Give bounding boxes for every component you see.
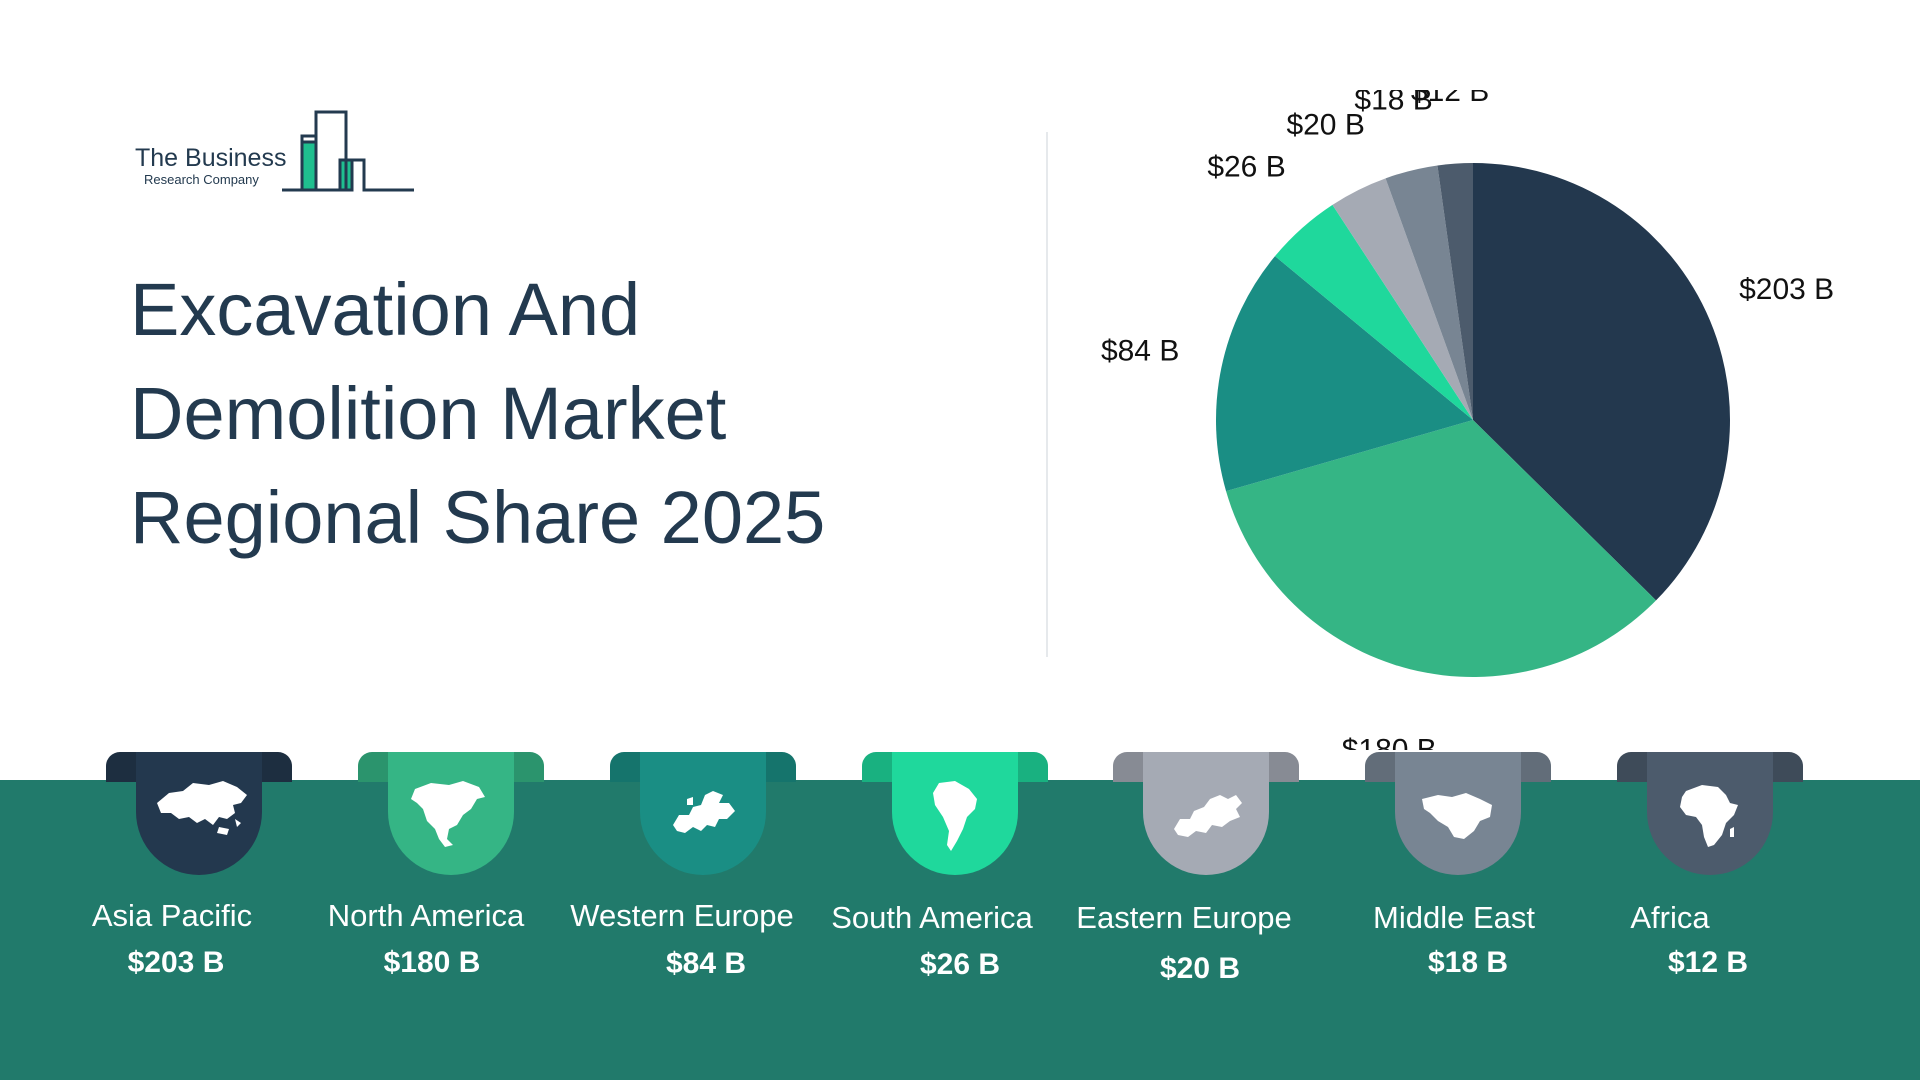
pie-label-middle-east: $18 B xyxy=(1354,90,1432,117)
page-title: Excavation And Demolition Market Regiona… xyxy=(130,258,930,570)
region-name-south-america: South America xyxy=(831,900,1033,935)
region-card-middle-east xyxy=(1365,752,1551,882)
pie-slice-africa xyxy=(1437,163,1473,420)
pie-label-south-america: $26 B xyxy=(1207,150,1285,183)
region-value-africa: $12 B xyxy=(1667,946,1749,979)
region-value-asia-pacific: $203 B xyxy=(127,946,225,979)
south-america-map-icon xyxy=(933,780,977,851)
region-shield xyxy=(892,752,1018,875)
pie-label-western-europe: $84 B xyxy=(1101,335,1179,368)
region-shield xyxy=(388,752,514,875)
region-card-western-europe xyxy=(610,752,796,882)
pie-slice-north-america xyxy=(1226,420,1657,677)
logo-name-line1: The Business xyxy=(135,144,287,172)
region-name-asia-pacific: Asia Pacific xyxy=(91,898,253,933)
title-line-3: Regional Share 2025 xyxy=(130,476,826,559)
pie-slice-western-europe xyxy=(1216,256,1473,492)
region-value-middle-east: $18 B xyxy=(1427,946,1509,979)
region-shield xyxy=(640,752,766,875)
title-line-2: Demolition Market xyxy=(130,372,727,455)
pie-slice-asia-pacific xyxy=(1473,163,1730,601)
pie-slice-south-america xyxy=(1275,204,1473,420)
region-value-north-america: $180 B xyxy=(383,946,481,979)
region-value-western-europe: $84 B xyxy=(665,947,747,980)
pie-label-africa: $12 B xyxy=(1411,90,1489,108)
title-line-1: Excavation And xyxy=(130,268,641,351)
logo-buildings-icon xyxy=(282,110,414,192)
region-shield xyxy=(1647,752,1773,875)
middle-east-map-icon xyxy=(1422,792,1492,839)
region-value-eastern-europe: $20 B xyxy=(1159,952,1241,985)
pie-chart: $203 B $180 B $84 B $26 B$20 B$18 B$12 B xyxy=(1101,90,1834,750)
region-shield xyxy=(1395,752,1521,875)
region-shield xyxy=(136,752,262,875)
pie-label-asia-pacific: $203 B xyxy=(1739,273,1834,306)
vertical-divider xyxy=(1046,132,1048,657)
company-logo: The Business Research Company xyxy=(132,108,422,198)
region-card-south-america xyxy=(862,752,1048,882)
western-europe-map-icon xyxy=(673,790,735,833)
north-america-map-icon xyxy=(411,780,485,847)
region-name-middle-east: Middle East xyxy=(1373,900,1535,935)
region-name-western-europe: Western Europe xyxy=(570,898,794,933)
region-card-africa xyxy=(1617,752,1803,882)
pie-slice-eastern-europe xyxy=(1332,178,1473,420)
pie-slice-middle-east xyxy=(1385,165,1473,420)
logo-name-line2: Research Company xyxy=(144,172,259,187)
region-shield xyxy=(1143,752,1269,875)
region-card-asia-pacific xyxy=(106,752,292,882)
eastern-europe-map-icon xyxy=(1174,794,1242,837)
region-name-eastern-europe: Eastern Europe xyxy=(1076,900,1292,935)
region-name-north-america: North America xyxy=(327,898,525,933)
asia-pacific-map-icon xyxy=(157,780,247,835)
pie-label-eastern-europe: $20 B xyxy=(1286,109,1364,142)
region-card-eastern-europe xyxy=(1113,752,1299,882)
region-value-south-america: $26 B xyxy=(919,948,1001,981)
region-card-north-america xyxy=(358,752,544,882)
region-name-africa: Africa xyxy=(1630,900,1710,935)
pie-label-north-america: $180 B xyxy=(1342,734,1437,750)
africa-map-icon xyxy=(1680,784,1738,847)
